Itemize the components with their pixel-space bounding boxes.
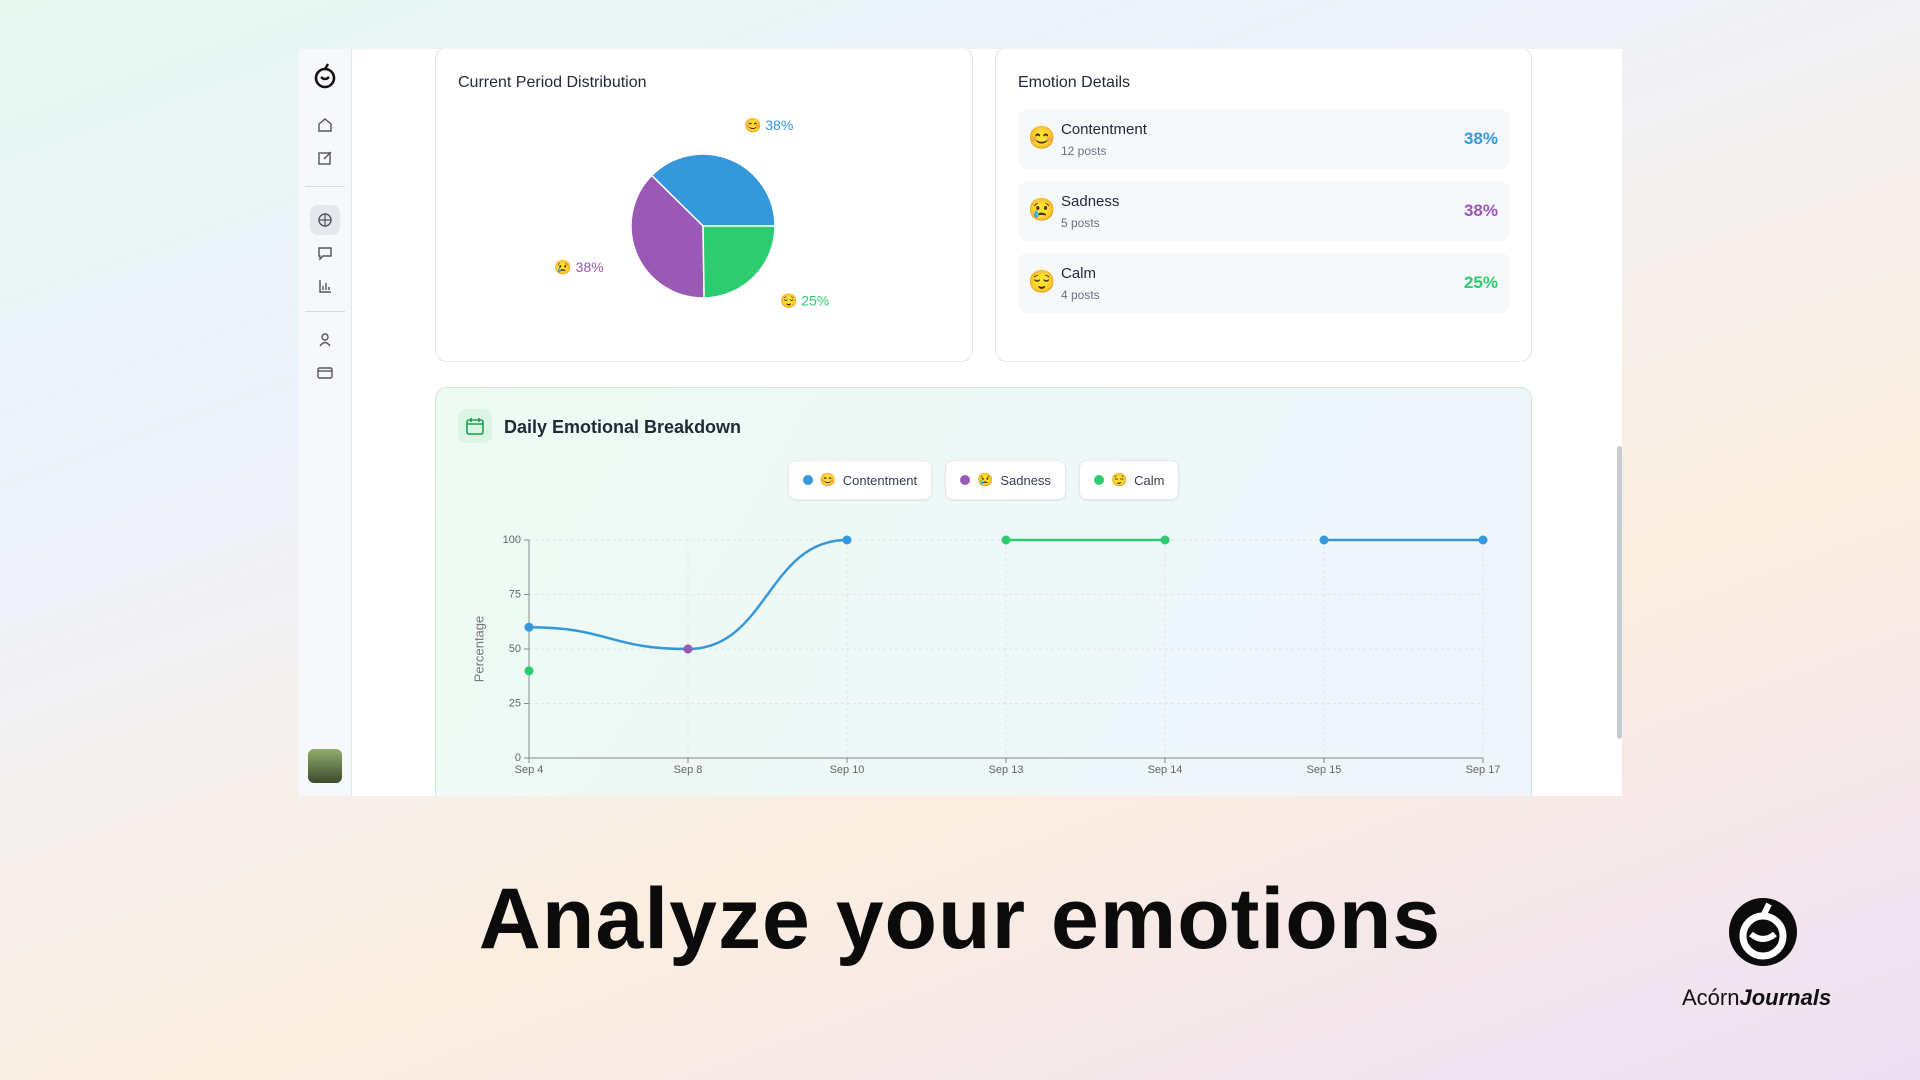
distribution-card: Current Period Distribution (435, 49, 973, 362)
nav-stats[interactable] (315, 276, 335, 296)
emotion-row: 😊 Contentment 12 posts 38% (1018, 109, 1510, 169)
emotion-name: Sadness (1061, 193, 1120, 210)
app-window: Current Period Distribution Emotion Deta… (299, 49, 1622, 796)
emotion-posts: 5 posts (1061, 216, 1100, 230)
emotion-percent: 25% (1463, 273, 1498, 292)
nav-insights[interactable] (315, 210, 335, 230)
legend: 😊 Contentment 😢 Sadness 😌 Calm (436, 460, 1531, 500)
card-title: Current Period Distribution (458, 74, 647, 91)
nav-chat[interactable] (315, 243, 335, 263)
legend-item[interactable]: 😌 Calm (1078, 460, 1180, 500)
emotion-emoji: 😢 (1028, 197, 1056, 222)
legend-dot (802, 475, 813, 485)
legend-label: Calm (1134, 472, 1165, 488)
legend-label: Contentment (842, 472, 918, 488)
nav-home[interactable] (315, 115, 335, 135)
brand-second: Journals (1739, 985, 1832, 1010)
emotion-row: 😌 Calm 4 posts 25% (1018, 253, 1510, 313)
emotion-percent: 38% (1463, 129, 1498, 148)
daily-breakdown-card: Daily Emotional Breakdown 😊 Contentment 😢 S… (435, 387, 1532, 796)
legend-label: Sadness (1000, 472, 1051, 488)
card-title: Emotion Details (1018, 74, 1131, 91)
calendar-icon (466, 418, 484, 435)
emotion-row: 😢 Sadness 5 posts 38% (1018, 181, 1510, 241)
legend-item[interactable]: 😢 Sadness (945, 460, 1066, 500)
brand-name: AcórnJournals (1682, 985, 1831, 1011)
legend-dot (960, 475, 971, 485)
user-avatar[interactable] (308, 749, 342, 783)
nav-billing[interactable] (315, 363, 335, 383)
card-title: Daily Emotional Breakdown (504, 417, 742, 437)
brand-first: Acórn (1682, 985, 1740, 1010)
sidebar (299, 49, 352, 796)
headline: Analyze your emotions (478, 871, 1442, 967)
legend-item[interactable]: 😊 Contentment (787, 460, 933, 500)
emotion-emoji: 😌 (1028, 269, 1056, 294)
nav-profile[interactable] (315, 330, 335, 350)
legend-emoji: 😊 (819, 472, 836, 487)
emotion-details-card: Emotion Details 😊 Contentment 12 posts 38% 😢… (995, 49, 1532, 362)
calendar-icon-bg (458, 409, 492, 443)
emotion-posts: 12 posts (1061, 144, 1107, 158)
emotion-percent: 38% (1463, 201, 1498, 220)
brand-logo (1729, 898, 1797, 966)
scrollbar (1617, 446, 1622, 739)
separator (305, 186, 345, 187)
emotion-emoji: 😊 (1028, 125, 1056, 150)
emotion-name: Calm (1061, 265, 1097, 282)
separator (305, 311, 345, 312)
emotion-name: Contentment (1061, 121, 1147, 138)
legend-dot (1093, 475, 1104, 485)
legend-emoji: 😢 (977, 472, 994, 487)
app-logo (314, 63, 336, 89)
legend-emoji: 😌 (1110, 472, 1128, 487)
nav-write[interactable] (315, 148, 335, 168)
emotion-posts: 4 posts (1061, 288, 1100, 302)
